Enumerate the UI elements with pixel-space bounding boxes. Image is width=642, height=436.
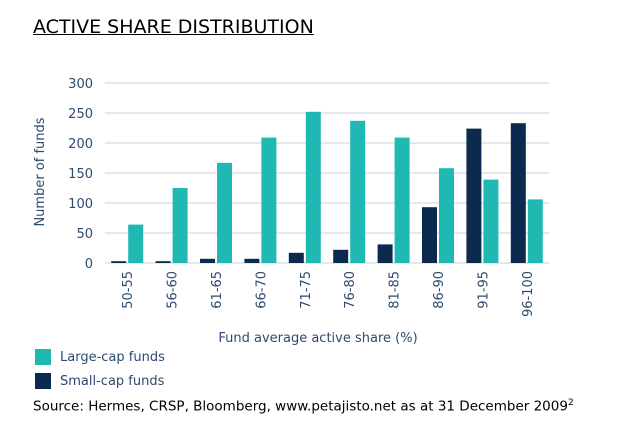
bar-large-cap-81-85 [394,137,410,263]
bar-small-cap-81-85 [377,244,393,263]
legend-label-large-cap: Large-cap funds [60,349,165,365]
bar-large-cap-50-55 [128,224,144,263]
x-axis-ticks: 50-55 56-60 61-65 66-70 71-75 76-80 81-85 86-90… [121,271,536,317]
y-axis-title: Number of funds [33,117,48,226]
y-tick-label: 150 [68,167,93,182]
bar-large-cap-91-95 [483,179,499,263]
legend-swatch-small-cap [35,373,51,389]
bar-small-cap-76-80 [333,249,349,263]
bar-small-cap-86-90 [422,207,437,263]
y-axis-ticks: 0 50 100 150 200 250 300 [68,77,93,272]
x-tick-label: 96-100 [521,271,536,317]
x-tick-label: 71-75 [299,271,314,309]
x-tick-label: 50-55 [121,271,136,309]
y-tick-label: 250 [68,107,93,122]
x-axis-title: Fund average active share (%) [218,331,417,346]
bars [111,111,543,263]
footnote-marker: 2 [567,398,574,408]
bar-small-cap-96-100 [510,123,526,263]
legend-swatch-large-cap [35,349,51,365]
bar-large-cap-96-100 [527,199,543,263]
bar-small-cap-56-60 [155,261,171,263]
legend-item-small-cap: Small-cap funds [35,373,164,389]
x-tick-label: 66-70 [254,271,269,309]
x-tick-label: 81-85 [388,271,403,309]
source-text: Source: Hermes, CRSP, Bloomberg, www.pet… [33,398,568,415]
legend-label-small-cap: Small-cap funds [60,373,165,389]
y-tick-label: 200 [68,137,93,152]
x-tick-label: 56-60 [166,271,181,309]
bar-small-cap-50-55 [111,261,127,263]
bar-large-cap-71-75 [305,111,321,263]
bar-large-cap-61-65 [217,162,232,263]
source-note: Source: Hermes, CRSP, Bloomberg, www.pet… [33,398,574,415]
bar-large-cap-76-80 [350,120,366,263]
legend-item-large-cap: Large-cap funds [35,349,165,365]
bar-large-cap-86-90 [439,168,454,263]
x-tick-label: 76-80 [343,271,358,309]
y-tick-label: 100 [68,197,93,212]
x-tick-label: 86-90 [432,271,447,309]
bar-large-cap-56-60 [172,188,188,263]
gridlines [105,82,549,264]
bar-small-cap-61-65 [200,258,215,263]
y-tick-label: 300 [68,77,93,92]
bar-small-cap-66-70 [244,258,260,263]
bar-large-cap-66-70 [261,137,277,263]
bar-chart: 0 50 100 150 200 250 300 50-55 56-60 61-65 66-70 7… [33,77,549,346]
x-tick-label: 91-95 [476,271,491,309]
y-tick-label: 50 [76,227,93,242]
chart-title: ACTIVE SHARE DISTRIBUTION [33,16,314,38]
y-tick-label: 0 [85,257,93,272]
x-tick-label: 61-65 [210,271,225,309]
bar-small-cap-71-75 [288,252,304,263]
bar-small-cap-91-95 [466,128,482,263]
